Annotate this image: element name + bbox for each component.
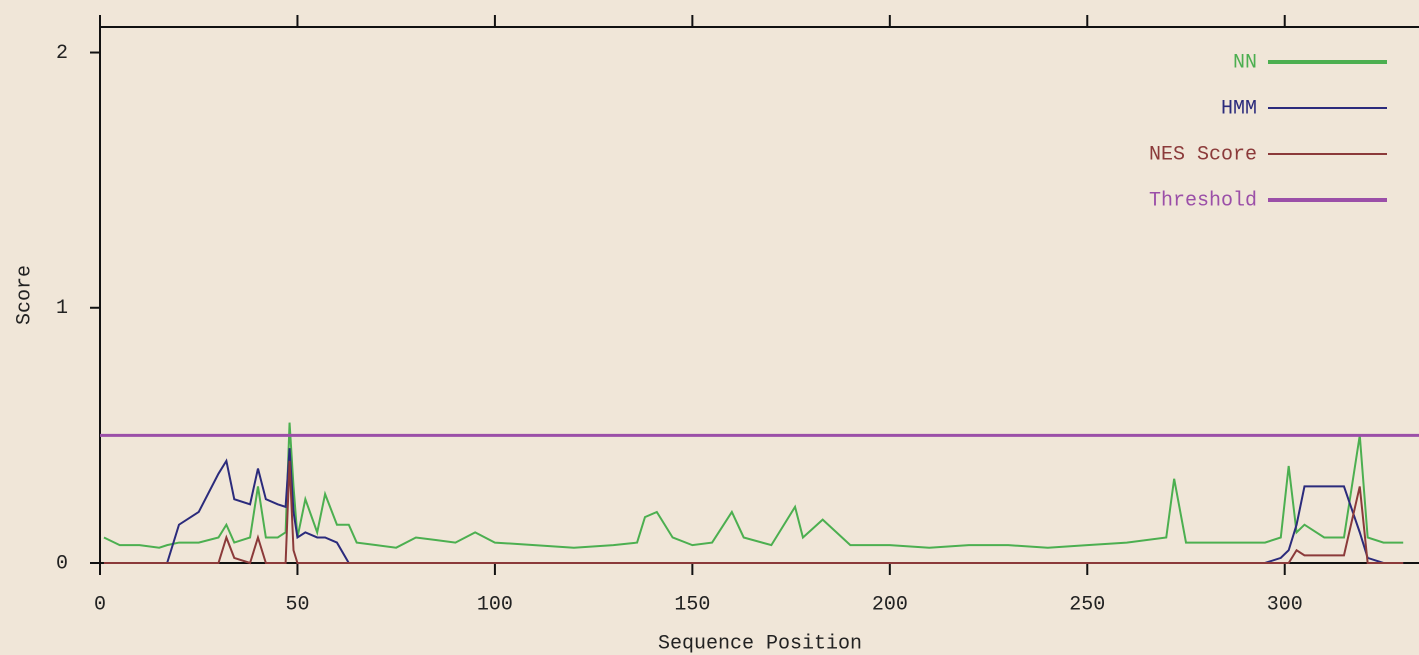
x-tick-label: 100 bbox=[477, 593, 513, 616]
y-tick-label: 0 bbox=[56, 552, 68, 575]
legend-label: NN bbox=[1233, 51, 1257, 74]
series-line bbox=[103, 460, 1404, 565]
x-tick-label: 300 bbox=[1267, 593, 1303, 616]
legend-label: Threshold bbox=[1149, 189, 1257, 212]
legend: NN HMM NES Score Threshold bbox=[1149, 51, 1387, 212]
legend-label: NES Score bbox=[1149, 143, 1257, 166]
x-tick-label: 250 bbox=[1069, 593, 1105, 616]
y-tick-label: 1 bbox=[56, 297, 68, 320]
series-line bbox=[103, 448, 1404, 564]
legend-label: HMM bbox=[1221, 97, 1257, 120]
x-axis-title: Sequence Position bbox=[658, 632, 862, 655]
x-tick-label: 50 bbox=[285, 593, 309, 616]
x-tick-label: 0 bbox=[94, 593, 106, 616]
y-axis-title: Score bbox=[13, 265, 36, 325]
x-tick-label: 150 bbox=[674, 593, 710, 616]
x-tick-label: 200 bbox=[872, 593, 908, 616]
series-line bbox=[103, 422, 1404, 549]
y-tick-label: 2 bbox=[56, 42, 68, 65]
